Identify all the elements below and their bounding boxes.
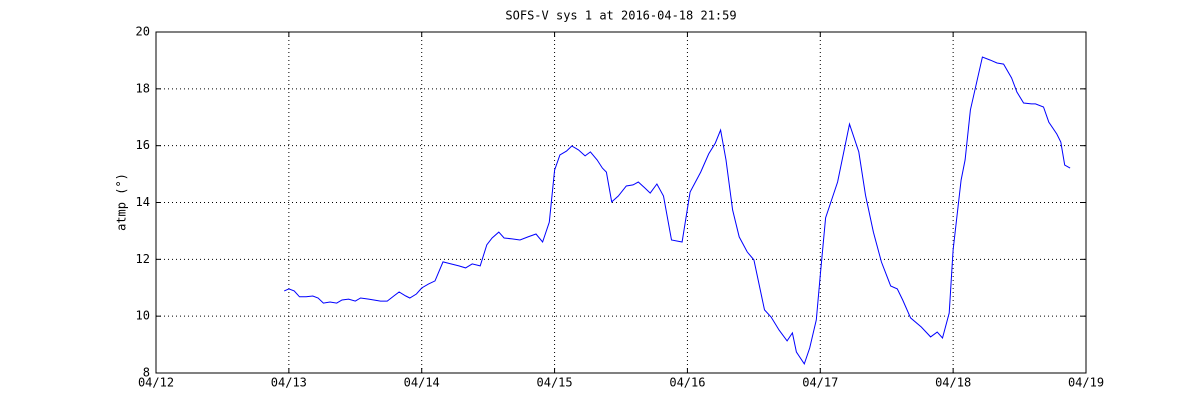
- x-tick-label: 04/13: [271, 376, 307, 390]
- y-axis-label: atmp (°): [115, 173, 129, 231]
- y-tick-label: 10: [136, 309, 150, 323]
- y-tick-label: 14: [136, 195, 150, 209]
- x-tick-label: 04/12: [138, 376, 174, 390]
- plot-frame: [155, 31, 1087, 374]
- y-tick-label: 20: [136, 25, 150, 39]
- x-tick-label: 04/19: [1068, 376, 1104, 390]
- y-tick-label: 16: [136, 138, 150, 152]
- x-tick-label: 04/15: [537, 376, 573, 390]
- x-tick-label: 04/18: [935, 376, 971, 390]
- data-line: [284, 56, 1071, 366]
- y-tick-label: 8: [143, 366, 150, 380]
- x-tick-label: 04/17: [802, 376, 838, 390]
- x-tick-label: 04/14: [404, 376, 440, 390]
- chart-title: SOFS-V sys 1 at 2016-04-18 21:59: [505, 9, 736, 23]
- y-tick-label: 18: [136, 81, 150, 95]
- y-tick-label: 12: [136, 252, 150, 266]
- x-tick-label: 04/16: [669, 376, 705, 390]
